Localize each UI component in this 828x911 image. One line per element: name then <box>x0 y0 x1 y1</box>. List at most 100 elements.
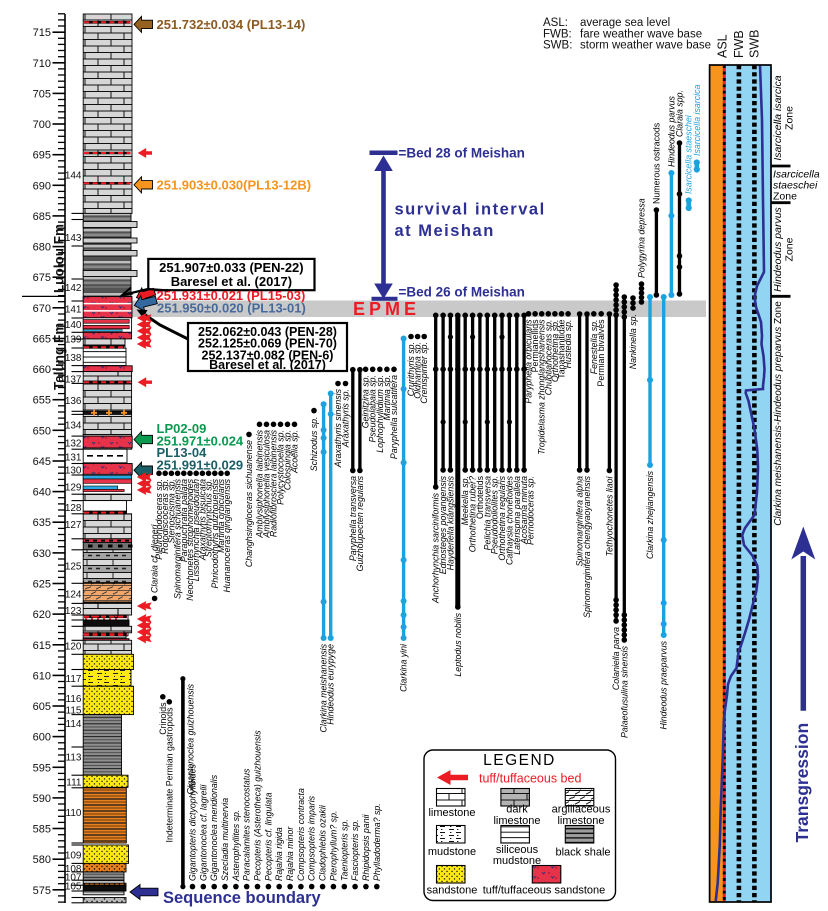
svg-text:Isarcicella isarcica: Isarcicella isarcica <box>692 85 702 156</box>
svg-text:Fenestella sp.: Fenestella sp. <box>589 320 599 375</box>
svg-text:black shale: black shale <box>555 847 610 859</box>
svg-text:SWB:: SWB: <box>543 40 572 52</box>
svg-text:staeschei: staeschei <box>773 180 818 192</box>
svg-text:Pelichia transversa: Pelichia transversa <box>482 476 492 550</box>
svg-text:710: 710 <box>33 58 51 70</box>
svg-text:Paryphella sulcatifera: Paryphella sulcatifera <box>389 375 399 459</box>
svg-text:Pterophyllum? sp.: Pterophyllum? sp. <box>328 811 338 881</box>
svg-text:650: 650 <box>33 425 51 437</box>
svg-text:limestone: limestone <box>428 807 475 819</box>
svg-text:Taeniopteris sp.: Taeniopteris sp. <box>339 819 349 881</box>
svg-text:Acosarina minuta: Acosarina minuta <box>519 476 529 545</box>
svg-text:130: 130 <box>65 466 82 477</box>
svg-text:675: 675 <box>33 272 51 284</box>
svg-text:600: 600 <box>33 732 51 744</box>
svg-text:=Bed 26 of Meishan: =Bed 26 of Meishan <box>399 285 525 300</box>
svg-text:Colospingia sp.: Colospingia sp. <box>283 430 293 490</box>
svg-text:Geinitzina sp.: Geinitzina sp. <box>361 375 371 428</box>
svg-text:Rajahia rigida: Rajahia rigida <box>274 827 284 881</box>
svg-text:Cathaysia chonetoides: Cathaysia chonetoides <box>504 475 514 565</box>
svg-text:690: 690 <box>33 180 51 192</box>
svg-text:Rajahia minor: Rajahia minor <box>285 826 295 881</box>
svg-text:252.062±0.043 (PEN-28): 252.062±0.043 (PEN-28) <box>198 325 337 339</box>
svg-text:105: 105 <box>65 882 82 893</box>
svg-text:Indeterminate Permian gastropo: Indeterminate Permian gastropods <box>164 707 174 843</box>
svg-text:Gigantonoclea meridionalis: Gigantonoclea meridionalis <box>209 774 219 881</box>
svg-text:695: 695 <box>33 150 51 162</box>
svg-text:120: 120 <box>65 642 82 653</box>
svg-text:590: 590 <box>33 793 51 805</box>
svg-text:Leptodus nobilis: Leptodus nobilis <box>453 612 463 676</box>
svg-text:Tethyochonetes liaoi: Tethyochonetes liaoi <box>604 475 614 556</box>
svg-text:Spinomarginifera alpha: Spinomarginifera alpha <box>575 476 585 567</box>
svg-text:575: 575 <box>33 885 51 897</box>
svg-text:113: 113 <box>66 753 82 764</box>
svg-text:140: 140 <box>65 320 82 331</box>
svg-text:Rotodiscoceras sp.: Rotodiscoceras sp. <box>160 479 170 554</box>
svg-text:Fasciopteris sp.: Fasciopteris sp. <box>350 819 360 881</box>
svg-text:136: 136 <box>65 396 82 407</box>
svg-text:Permianellids: Permianellids <box>530 319 540 372</box>
svg-text:Orthothetina sp.: Orthothetina sp. <box>550 320 560 383</box>
svg-text:Colaniella parva: Colaniella parva <box>611 627 621 690</box>
svg-text:251.907±0.033 (PEN-22): 251.907±0.033 (PEN-22) <box>159 260 303 275</box>
svg-text:Nankinella sp.: Nankinella sp. <box>628 314 638 369</box>
svg-text:111: 111 <box>66 778 82 789</box>
svg-text:251.931±0.021 (PL15-03): 251.931±0.021 (PL15-03) <box>157 288 306 303</box>
svg-text:715: 715 <box>33 27 51 39</box>
svg-text:Amblysiphonella vesiculosa: Amblysiphonella vesiculosa <box>262 430 272 539</box>
svg-text:Hindeodus parvus: Hindeodus parvus <box>772 206 784 291</box>
svg-text:Polycystocoella sp.: Polycystocoella sp. <box>276 430 286 505</box>
svg-text:Araxathyris bisulcata: Araxathyris bisulcata <box>197 479 207 561</box>
svg-text:665: 665 <box>33 334 51 346</box>
svg-text:139: 139 <box>65 335 82 346</box>
svg-text:138: 138 <box>65 353 82 364</box>
svg-text:127: 127 <box>65 520 82 531</box>
svg-text:dark: dark <box>506 804 528 816</box>
svg-text:mudstone: mudstone <box>493 855 541 867</box>
svg-text:Pseudodoliolites sp.: Pseudodoliolites sp. <box>490 476 500 554</box>
svg-text:685: 685 <box>33 211 51 223</box>
svg-text:143: 143 <box>65 233 82 244</box>
svg-text:Pseudolabaia sp.: Pseudolabaia sp. <box>368 375 378 443</box>
svg-text:Transgression: Transgression <box>792 723 812 843</box>
svg-text:Anchorhynchia sarciniformis: Anchorhynchia sarciniformis <box>431 492 441 604</box>
svg-text:Zone: Zone <box>783 106 795 130</box>
svg-text:620: 620 <box>33 609 51 621</box>
svg-text:sandstone: sandstone <box>427 885 478 897</box>
svg-text:Hindeodus eurypyge: Hindeodus eurypyge <box>326 644 336 725</box>
svg-text:Compsopteris imparis: Compsopteris imparis <box>307 795 317 881</box>
svg-text:251.732±0.034 (PL13-14): 251.732±0.034 (PL13-14) <box>157 17 306 32</box>
svg-text:107: 107 <box>65 873 82 884</box>
svg-text:Pernodoceras sp.: Pernodoceras sp. <box>526 476 536 545</box>
svg-text:Araxathyris sp.: Araxathyris sp. <box>341 389 351 448</box>
svg-text:Orthothetina regularis: Orthothetina regularis <box>497 475 507 560</box>
svg-text:Polygyrina depressa: Polygyrina depressa <box>637 198 647 278</box>
svg-text:Edriosteges poyangensis: Edriosteges poyangensis <box>438 475 448 574</box>
svg-text:252.125±0.069 (PEN-70): 252.125±0.069 (PEN-70) <box>198 337 337 351</box>
svg-text:siliceous: siliceous <box>496 844 539 856</box>
svg-text:251.950±0.020 (PL13-01): 251.950±0.020 (PL13-01) <box>157 300 306 315</box>
svg-text:108: 108 <box>65 864 82 875</box>
svg-text:640: 640 <box>33 487 51 499</box>
svg-text:Zone: Zone <box>773 191 797 203</box>
svg-text:Clarkina meishanensis: Clarkina meishanensis <box>319 643 329 732</box>
svg-text:585: 585 <box>33 824 51 836</box>
svg-text:117: 117 <box>66 674 82 685</box>
svg-text:Tropidelasma zhonglangshanensi: Tropidelasma zhonglangshanensis <box>537 319 547 455</box>
svg-text:615: 615 <box>33 640 51 652</box>
svg-text:Oldhamina sp.: Oldhamina sp. <box>413 342 423 399</box>
svg-text:Clarkina yini: Clarkina yini <box>399 643 409 692</box>
svg-text:670: 670 <box>33 303 51 315</box>
svg-text:at Meishan: at Meishan <box>395 222 495 240</box>
svg-text:645: 645 <box>33 456 51 468</box>
svg-text:Baresel et al. (2017): Baresel et al. (2017) <box>209 358 326 372</box>
svg-text:132: 132 <box>65 439 82 450</box>
svg-text:EPME: EPME <box>353 299 420 319</box>
svg-text:680: 680 <box>33 242 51 254</box>
svg-text:123: 123 <box>65 606 82 617</box>
svg-text:Parapuchratia pallata: Parapuchratia pallata <box>179 479 189 562</box>
svg-text:Orthotetids: Orthotetids <box>475 475 485 519</box>
svg-text:114: 114 <box>66 719 82 730</box>
svg-text:FWB:: FWB: <box>543 28 572 40</box>
